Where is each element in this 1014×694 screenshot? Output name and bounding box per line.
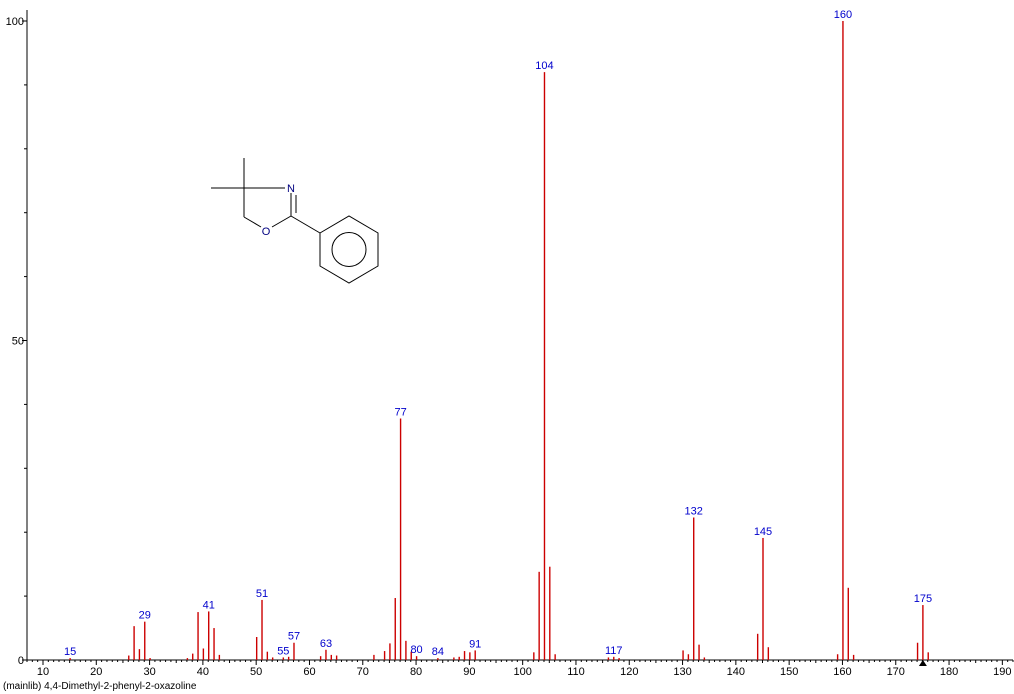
peak-label: 145 (754, 526, 772, 538)
library-caption: (mainlib) 4,4-Dimethyl-2-phenyl-2-oxazol… (3, 681, 197, 692)
peak-label: 29 (139, 610, 151, 622)
molecular-ion-marker-icon (918, 660, 927, 666)
ring-bond (271, 215, 292, 228)
x-tick-label: 30 (143, 666, 155, 678)
x-tick-label: 40 (197, 666, 209, 678)
x-tick-label: 170 (887, 666, 905, 678)
x-tick-label: 10 (37, 666, 49, 678)
axes: 10 20 30 40 50 60 70 80 90 100 110 120 130 140 150 160 1… (6, 10, 1014, 678)
x-tick-label: 160 (833, 666, 851, 678)
peak-label: 51 (256, 588, 268, 600)
x-tick-label: 70 (357, 666, 369, 678)
y-tick-label: 0 (18, 655, 24, 667)
x-tick-label: 60 (303, 666, 315, 678)
ring-bond (243, 216, 262, 228)
x-tick-label: 140 (727, 666, 745, 678)
x-tick-label: 180 (940, 666, 958, 678)
peak-labels: 15 29 41 51 55 57 63 77 80 84 91 104 117 132 145 160 175 (64, 9, 932, 658)
phenyl-aromatic-circle (331, 232, 367, 267)
x-tick-label: 80 (410, 666, 422, 678)
peak-label: 84 (432, 646, 444, 658)
peak-label: 15 (64, 646, 76, 658)
structure-diagram: N O (211, 158, 379, 284)
x-tick-label: 20 (90, 666, 102, 678)
oxygen-atom-label: O (262, 226, 271, 238)
peak-label: 91 (469, 638, 481, 650)
peak-label: 104 (535, 60, 553, 72)
peak-label: 132 (685, 506, 703, 518)
x-tick-label: 50 (250, 666, 262, 678)
x-tick-label: 110 (567, 666, 585, 678)
x-tick-label: 90 (463, 666, 475, 678)
x-tick-label: 150 (780, 666, 798, 678)
phenyl-ring (319, 215, 379, 284)
x-tick-label: 130 (673, 666, 691, 678)
nitrogen-atom-label: N (287, 183, 295, 195)
y-tick-label: 100 (6, 16, 24, 28)
peak-bars (69, 21, 929, 660)
x-tick-label: 190 (993, 666, 1011, 678)
peak-label: 41 (203, 599, 215, 611)
peak-label: 63 (320, 638, 332, 650)
phenyl-link-bond (290, 215, 321, 234)
peak-label: 77 (394, 406, 406, 418)
x-tick-label: 120 (620, 666, 638, 678)
peak-label: 117 (605, 645, 623, 657)
peak-label: 175 (914, 593, 932, 605)
y-tick-label: 50 (12, 336, 24, 348)
peak-label: 80 (410, 644, 422, 656)
peak-label: 55 (277, 645, 289, 657)
peak-label: 160 (834, 9, 852, 21)
peak-label: 57 (288, 631, 300, 643)
x-tick-label: 100 (513, 666, 531, 678)
